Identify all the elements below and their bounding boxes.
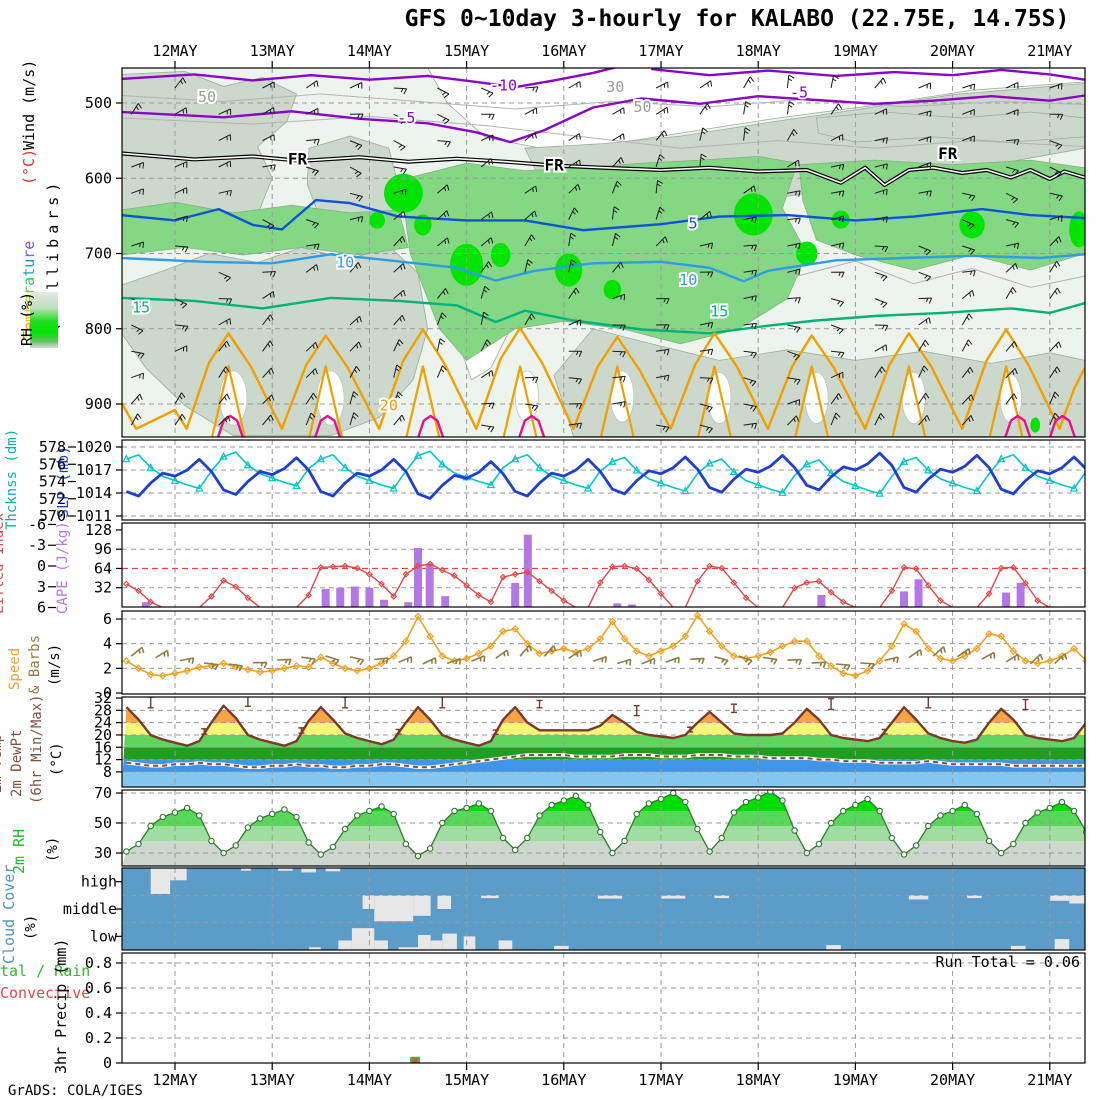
svg-text:17MAY: 17MAY xyxy=(638,42,683,60)
svg-text:0: 0 xyxy=(37,557,46,575)
panel-li-cape xyxy=(122,523,1085,607)
svg-text:-3: -3 xyxy=(28,536,46,554)
svg-text:96: 96 xyxy=(94,540,112,558)
svg-text:13MAY: 13MAY xyxy=(250,1071,295,1089)
svg-text:8: 8 xyxy=(103,763,112,781)
svg-text:-5: -5 xyxy=(790,83,808,101)
svg-text:14MAY: 14MAY xyxy=(347,42,392,60)
precip-total-rain-label: tal / Rain xyxy=(0,962,91,980)
svg-text:64: 64 xyxy=(94,559,112,577)
svg-text:0.4: 0.4 xyxy=(85,1004,112,1022)
svg-text:-6: -6 xyxy=(28,515,46,533)
svg-text:50: 50 xyxy=(94,814,112,832)
svg-text:19MAY: 19MAY xyxy=(833,42,878,60)
svg-text:21MAY: 21MAY xyxy=(1027,42,1072,60)
svg-text:10: 10 xyxy=(679,271,697,289)
svg-text:0.2: 0.2 xyxy=(85,1029,112,1047)
svg-text:high: high xyxy=(81,873,117,891)
svg-text:15: 15 xyxy=(710,302,728,320)
svg-text:16: 16 xyxy=(94,738,112,756)
svg-text:500: 500 xyxy=(85,94,112,112)
svg-text:FR: FR xyxy=(288,149,308,168)
svg-text:20: 20 xyxy=(94,726,112,744)
svg-text:15MAY: 15MAY xyxy=(444,1071,489,1089)
svg-text:600: 600 xyxy=(85,169,112,187)
svg-text:50: 50 xyxy=(634,98,652,116)
svg-text:FR: FR xyxy=(544,155,564,174)
svg-text:12MAY: 12MAY xyxy=(152,42,197,60)
precip-convective-label: Convective xyxy=(0,984,91,1002)
svg-text:578: 578 xyxy=(39,438,66,456)
svg-text:0.6: 0.6 xyxy=(85,979,112,997)
panel-2m-temp xyxy=(122,697,1085,787)
svg-text:17MAY: 17MAY xyxy=(638,1071,683,1089)
panel-precip: Run Total = 0.06 xyxy=(122,953,1085,1063)
svg-text:-10: -10 xyxy=(490,77,517,95)
svg-text:70: 70 xyxy=(94,784,112,802)
svg-text:574: 574 xyxy=(39,473,66,491)
svg-text:24: 24 xyxy=(94,714,112,732)
svg-text:18MAY: 18MAY xyxy=(736,1071,781,1089)
svg-text:Run Total = 0.06: Run Total = 0.06 xyxy=(936,953,1081,971)
svg-text:1014: 1014 xyxy=(76,484,112,502)
svg-text:32: 32 xyxy=(94,579,112,597)
svg-text:1011: 1011 xyxy=(76,507,112,525)
svg-text:18MAY: 18MAY xyxy=(736,42,781,60)
svg-text:700: 700 xyxy=(85,245,112,263)
svg-text:6: 6 xyxy=(37,599,46,617)
svg-text:28: 28 xyxy=(94,701,112,719)
svg-text:12MAY: 12MAY xyxy=(152,1071,197,1089)
svg-text:20: 20 xyxy=(380,397,398,415)
svg-text:20MAY: 20MAY xyxy=(930,42,975,60)
svg-text:16MAY: 16MAY xyxy=(541,42,586,60)
svg-text:30: 30 xyxy=(606,78,624,96)
svg-text:50: 50 xyxy=(198,88,216,106)
svg-text:FR: FR xyxy=(938,144,958,163)
svg-text:32: 32 xyxy=(94,689,112,707)
svg-text:-5: -5 xyxy=(397,109,415,127)
panel-slp-thickness xyxy=(122,440,1085,520)
rh-legend-box xyxy=(30,292,58,348)
svg-text:572: 572 xyxy=(39,490,66,508)
svg-text:20MAY: 20MAY xyxy=(930,1071,975,1089)
panel-cloud-cover xyxy=(122,868,1085,950)
svg-text:4: 4 xyxy=(103,635,112,653)
panel-10m-wind xyxy=(122,611,1085,694)
svg-text:900: 900 xyxy=(85,395,112,413)
svg-text:0: 0 xyxy=(103,684,112,702)
svg-text:middle: middle xyxy=(63,900,117,918)
svg-text:6: 6 xyxy=(103,610,112,628)
panel-upper-air: -10 -5 -5 FR FR FR 5 10 10 15 15 20 50 30 50 xyxy=(122,68,1085,437)
svg-text:21MAY: 21MAY xyxy=(1027,1071,1072,1089)
page-title: GFS 0~10day 3-hourly for KALABO (22.75E,… xyxy=(404,6,1070,32)
svg-text:13MAY: 13MAY xyxy=(250,42,295,60)
svg-text:10: 10 xyxy=(336,254,354,272)
svg-text:2: 2 xyxy=(103,659,112,677)
svg-text:128: 128 xyxy=(85,521,112,539)
svg-text:15MAY: 15MAY xyxy=(444,42,489,60)
svg-text:12: 12 xyxy=(94,751,112,769)
svg-text:570: 570 xyxy=(39,507,66,525)
svg-text:0: 0 xyxy=(103,1054,112,1072)
grads-credit: GrADS: COLA/IGES xyxy=(8,1083,143,1099)
svg-text:800: 800 xyxy=(85,320,112,338)
svg-text:1020: 1020 xyxy=(76,438,112,456)
svg-text:15: 15 xyxy=(132,299,150,317)
svg-text:3: 3 xyxy=(37,578,46,596)
svg-text:5: 5 xyxy=(689,214,698,232)
svg-text:19MAY: 19MAY xyxy=(833,1071,878,1089)
svg-text:16MAY: 16MAY xyxy=(541,1071,586,1089)
svg-text:576: 576 xyxy=(39,455,66,473)
svg-text:1017: 1017 xyxy=(76,461,112,479)
svg-text:14MAY: 14MAY xyxy=(347,1071,392,1089)
svg-text:30: 30 xyxy=(94,844,112,862)
svg-text:0.8: 0.8 xyxy=(85,954,112,972)
svg-text:low: low xyxy=(90,927,118,945)
